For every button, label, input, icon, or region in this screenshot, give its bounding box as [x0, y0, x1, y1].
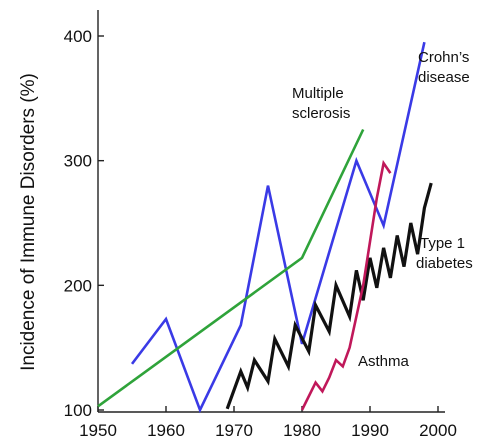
series-line-asthma	[300, 159, 392, 411]
y-tick-label: 400	[64, 27, 92, 46]
x-tick-label: 1990	[351, 421, 389, 440]
x-tick-label: 1960	[147, 421, 185, 440]
y-tick-label: 100	[64, 401, 92, 420]
x-tick-label: 1950	[79, 421, 117, 440]
diabetes-label-line2: diabetes	[416, 255, 473, 272]
ms-label-line2: sclerosis	[292, 105, 350, 122]
series-line-type-1-diabetes	[225, 182, 433, 410]
ms-label-line1: Multiple	[292, 85, 344, 102]
x-tick-label: 1970	[215, 421, 253, 440]
ticks: 1950 1960 1970 1980 1990 2000 100 200 300 400	[64, 27, 457, 440]
y-tick-label: 300	[64, 152, 92, 171]
y-axis-title: Incidence of Immune Disorders (%)	[18, 73, 39, 371]
x-tick-label: 2000	[419, 421, 457, 440]
crohns-label-line1: Crohn’s	[418, 49, 469, 66]
asthma-label: Asthma	[358, 353, 410, 370]
axes	[97, 10, 445, 413]
crohns-label-line2: disease	[418, 69, 470, 86]
series-layer	[97, 41, 433, 414]
series-line-multiple-sclerosis	[97, 128, 365, 408]
diabetes-label-line1: Type 1	[420, 235, 465, 252]
y-tick-label: 200	[64, 276, 92, 295]
x-tick-label: 1980	[283, 421, 321, 440]
